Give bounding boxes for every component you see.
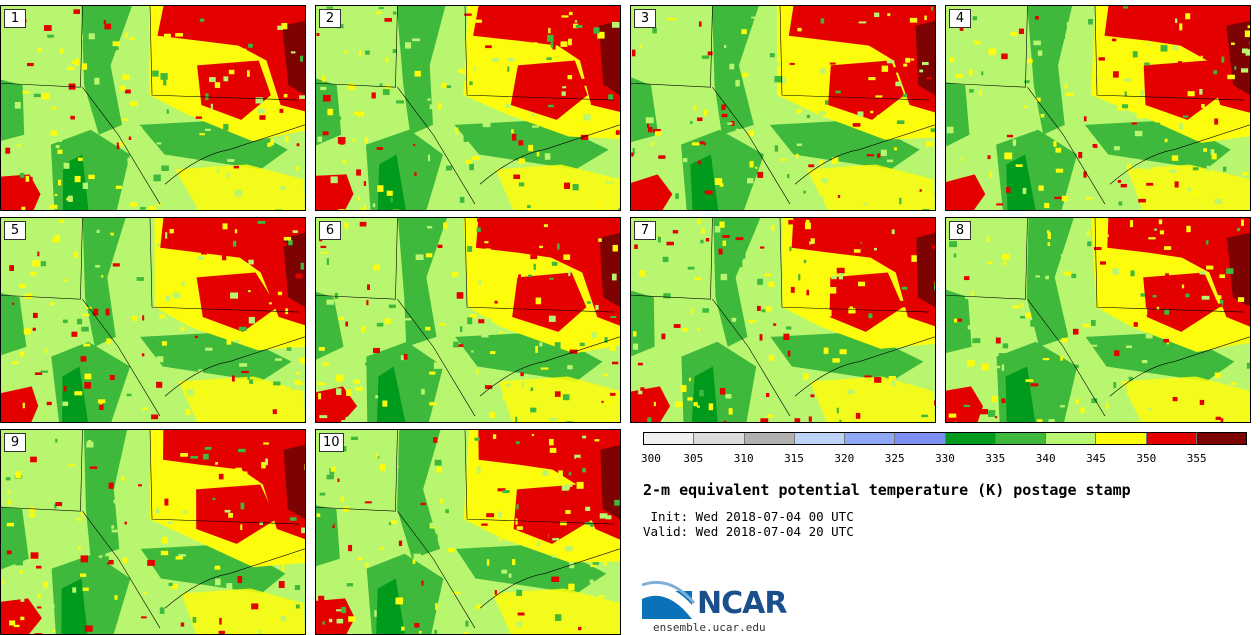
colorbar-tick-label: 345 <box>1086 452 1106 465</box>
colorbar-tick-label: 300 <box>641 452 661 465</box>
map-panel: 9 <box>0 429 306 635</box>
colorbar-segment <box>794 433 845 444</box>
colorbar-segment <box>1196 433 1246 444</box>
map-panel-image <box>946 6 1250 210</box>
colorbar-tick-label: 340 <box>1035 452 1056 465</box>
colorbar-segment <box>1046 433 1097 444</box>
map-panel-image <box>1 218 305 422</box>
colorbar-segment <box>845 433 896 444</box>
colorbar-segment <box>694 433 745 444</box>
map-panel-image <box>946 218 1250 422</box>
panel-number: 8 <box>949 221 971 240</box>
map-panel-image <box>1 6 305 210</box>
map-panel: 1 <box>0 5 306 211</box>
colorbar-tick-label: 315 <box>784 452 804 465</box>
site-url: ensemble.ucar.edu <box>653 621 766 634</box>
colorbar-segment <box>945 433 996 444</box>
colorbar-tick-label: 330 <box>935 452 955 465</box>
colorbar-tick-label: 350 <box>1136 452 1157 465</box>
map-panel-image <box>316 6 620 210</box>
colorbar-segment <box>895 433 946 444</box>
panel-number: 6 <box>319 221 341 240</box>
map-panel-image <box>631 6 935 210</box>
colorbar-ticks: 300 305 310 315 320 325 330 335 340 345 350 355 <box>641 452 1247 466</box>
colorbar-tick-label: 320 <box>834 452 855 465</box>
panel-number: 3 <box>634 9 656 28</box>
panel-number: 7 <box>634 221 656 240</box>
map-panel: 3 <box>630 5 936 211</box>
colorbar-segment <box>1146 433 1197 444</box>
map-title: 2-m equivalent potential temperature (K)… <box>643 481 1131 499</box>
map-panel: 7 <box>630 217 936 423</box>
map-panel: 6 <box>315 217 621 423</box>
colorbar-tick-label: 310 <box>733 452 754 465</box>
valid-time: Valid: Wed 2018-07-04 20 UTC <box>643 524 854 539</box>
colorbar-segment <box>1096 433 1147 444</box>
map-panel-image <box>631 218 935 422</box>
map-panel-image <box>1 430 305 634</box>
panel-number: 1 <box>4 9 26 28</box>
init-time: Init: Wed 2018-07-04 00 UTC <box>643 509 854 524</box>
ncar-logo-text: NCAR <box>697 586 787 621</box>
panel-number: 9 <box>4 433 26 452</box>
colorbar-segment <box>744 433 795 444</box>
colorbar-segment <box>644 433 695 444</box>
map-panel: 8 <box>945 217 1251 423</box>
map-panel: 5 <box>0 217 306 423</box>
colorbar-tick-label: 305 <box>683 452 704 465</box>
panel-number: 2 <box>319 9 341 28</box>
panel-number: 4 <box>949 9 971 28</box>
colorbar <box>643 432 1247 445</box>
colorbar-tick-label: 335 <box>985 452 1006 465</box>
map-panel-image <box>316 218 620 422</box>
panel-number: 10 <box>319 433 344 452</box>
colorbar-segment <box>995 433 1046 444</box>
panel-number: 5 <box>4 221 26 240</box>
map-panel: 10 <box>315 429 621 635</box>
map-panel: 4 <box>945 5 1251 211</box>
ncar-logo-icon <box>642 580 696 619</box>
colorbar-tick-label: 355 <box>1186 452 1207 465</box>
map-panel: 2 <box>315 5 621 211</box>
colorbar-tick-label: 325 <box>884 452 905 465</box>
map-panel-image <box>316 430 620 634</box>
